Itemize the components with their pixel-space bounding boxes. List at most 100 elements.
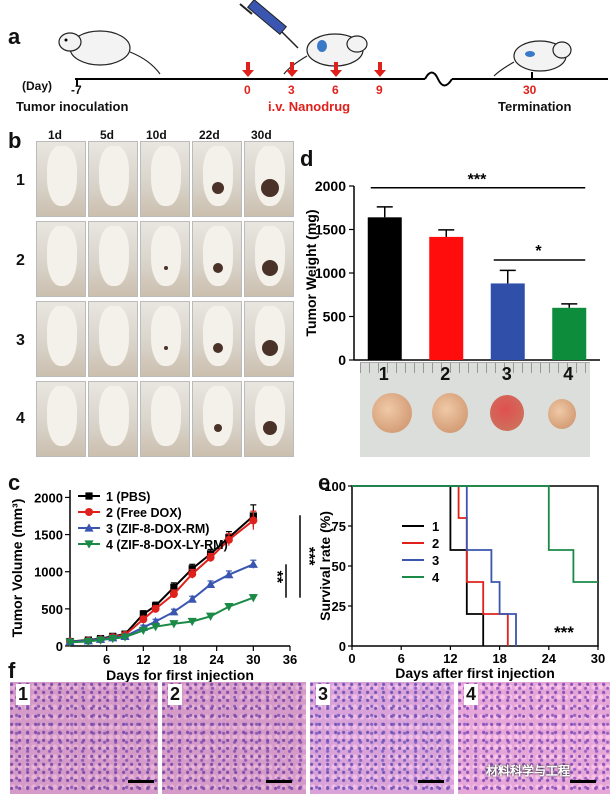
bar-3 — [490, 283, 525, 360]
data-point — [169, 607, 179, 616]
tumor-volume-line-chart: 0 500 1000 1500 2000 6 12 18 24 30 36 Days for firs… — [9, 490, 317, 683]
plot-frame — [351, 485, 599, 647]
photo-row-4: 4 — [16, 410, 25, 427]
mouse-body — [47, 226, 77, 286]
data-point — [150, 623, 161, 632]
legend-label: 2 — [432, 536, 439, 551]
mouse-body — [47, 146, 77, 206]
x-tick-label: 24 — [209, 652, 224, 667]
panel-letter-a: a — [8, 24, 21, 49]
start-day: -7 — [71, 83, 82, 97]
tumor-sample-4 — [548, 399, 576, 429]
y-tick-label: 0 — [338, 352, 346, 368]
data-point — [108, 634, 118, 644]
data-point — [151, 604, 160, 613]
y-tick-label: 500 — [323, 309, 347, 325]
mouse-body — [47, 386, 77, 446]
y-tick-label: 1000 — [34, 565, 63, 580]
data-point — [188, 565, 196, 573]
legend-label: 1 — [432, 519, 439, 534]
x-tick-label: 18 — [173, 652, 187, 667]
y-tick-label: 0 — [56, 639, 63, 654]
syringe-icon — [239, 0, 299, 49]
panel-letter-b: b — [8, 128, 22, 153]
mouse-body — [47, 306, 77, 366]
y-tick-label: 1000 — [315, 265, 346, 281]
panel-letter-c: c — [8, 470, 21, 495]
mouse-photo — [140, 141, 190, 217]
data-point — [83, 637, 93, 647]
scale-bar — [570, 780, 596, 783]
mouse-photo — [244, 141, 294, 217]
data-point — [138, 626, 148, 635]
data-point — [188, 569, 197, 578]
data-point — [65, 638, 75, 647]
y-tick-label: 1500 — [34, 528, 63, 543]
mouse-body — [203, 226, 233, 286]
mouse-illustration-end — [493, 40, 572, 77]
y-tick-label: 100 — [324, 479, 346, 494]
data-point — [169, 620, 179, 629]
legend-marker — [85, 492, 93, 500]
x-tick-label: 12 — [136, 652, 150, 667]
data-point — [150, 616, 161, 626]
tumor-mark — [212, 182, 224, 194]
legend-marker — [84, 523, 94, 532]
mouse-photo — [192, 381, 242, 457]
data-point — [249, 516, 258, 525]
x-tick-label: 36 — [283, 652, 297, 667]
data-point — [224, 603, 234, 612]
y-tick-label: 500 — [41, 602, 63, 617]
x-tick-label: 6 — [398, 651, 405, 666]
y-tick-label: 75 — [332, 519, 346, 534]
injection-day-9: 9 — [376, 83, 383, 97]
x-tick-label: 30 — [591, 651, 605, 666]
survival-curve-3 — [352, 485, 517, 646]
y-tick-label: 25 — [332, 599, 346, 614]
x-tick-label: 12 — [443, 651, 457, 666]
x-axis-label: Days after first injection — [395, 665, 555, 681]
x-axis-label: Days for first injection — [106, 667, 254, 683]
injection-day-0: 0 — [244, 83, 251, 97]
photo-col-22d: 22d — [199, 128, 220, 142]
data-point — [187, 617, 197, 627]
mouse-photo — [244, 221, 294, 297]
x-tick-label: 18 — [492, 651, 506, 666]
tumor-mark — [214, 424, 222, 432]
legend-label: 3 (ZIF-8-DOX-RM) — [106, 522, 209, 536]
mouse-photo — [88, 141, 138, 217]
significance-label: *** — [554, 623, 574, 642]
data-point — [187, 594, 197, 603]
histology-image-3: 3 — [310, 682, 454, 794]
photo-col-1d: 1d — [48, 128, 63, 142]
data-point — [120, 633, 130, 642]
tumor-mark — [164, 266, 168, 270]
scale-bar — [128, 780, 154, 783]
mouse-photo — [192, 301, 242, 377]
mouse-body — [151, 226, 181, 286]
mouse-photo — [192, 141, 242, 217]
bar-category-label: 1 — [378, 364, 389, 384]
histology-label-2: 2 — [168, 684, 183, 705]
x-tick-label: 0 — [348, 651, 355, 666]
y-axis-label: Tumor Weight (mg) — [303, 209, 319, 336]
panel-letter-d: d — [300, 146, 314, 171]
photo-col-30d: 30d — [251, 128, 272, 142]
data-point — [170, 583, 178, 591]
y-axis-label: Survival rate (%) — [318, 511, 333, 621]
mouse-photo — [88, 381, 138, 457]
histology-label-3: 3 — [316, 684, 331, 705]
mouse-body — [203, 146, 233, 206]
tumor-mark — [261, 179, 279, 197]
data-point — [206, 553, 215, 562]
y-axis-label: Tumor Volume (mm³) — [9, 499, 25, 638]
photo-col-5d: 5d — [100, 128, 115, 142]
mouse-body — [151, 386, 181, 446]
bar-2 — [429, 236, 464, 360]
legend-label: 4 (ZIF-8-DOX-LY-RM) — [106, 538, 228, 552]
y-tick-label: 2000 — [34, 490, 63, 505]
data-point — [248, 559, 258, 568]
mouse-photo — [244, 381, 294, 457]
legend-label: 1 (PBS) — [106, 490, 150, 504]
